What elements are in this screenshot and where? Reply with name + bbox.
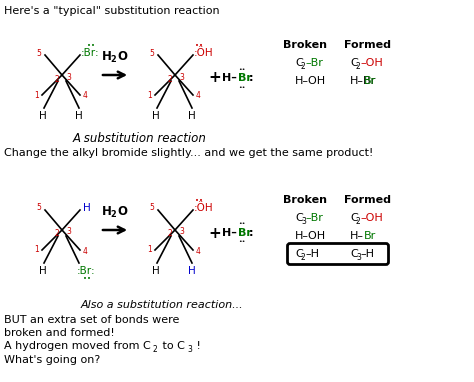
Text: broken and formed!: broken and formed! bbox=[4, 328, 115, 338]
Text: –Br: –Br bbox=[305, 213, 323, 223]
Text: C: C bbox=[350, 213, 358, 223]
Text: A substitution reaction: A substitution reaction bbox=[73, 132, 207, 145]
Text: 5: 5 bbox=[149, 49, 154, 58]
Text: ••: •• bbox=[195, 198, 203, 204]
Text: 4: 4 bbox=[196, 246, 201, 256]
Text: Here's a "typical" substitution reaction: Here's a "typical" substitution reaction bbox=[4, 6, 219, 16]
Text: C: C bbox=[350, 58, 358, 68]
Text: Formed: Formed bbox=[345, 195, 392, 205]
Text: H–: H– bbox=[222, 228, 237, 238]
Text: Br: Br bbox=[238, 73, 252, 83]
Text: –Br: –Br bbox=[305, 58, 323, 68]
Text: 5: 5 bbox=[36, 204, 41, 212]
Text: Br: Br bbox=[364, 76, 376, 86]
Text: H–Br: H–Br bbox=[350, 76, 376, 86]
Text: 3: 3 bbox=[301, 217, 306, 226]
Text: C: C bbox=[295, 213, 303, 223]
Text: $\mathbf{H_2O}$: $\mathbf{H_2O}$ bbox=[101, 50, 129, 65]
Text: 2: 2 bbox=[301, 62, 306, 71]
Text: ••: •• bbox=[83, 276, 91, 282]
Text: 3: 3 bbox=[180, 228, 184, 236]
Text: ••: •• bbox=[87, 43, 95, 49]
Text: ••: •• bbox=[238, 222, 246, 227]
Text: :: : bbox=[249, 228, 254, 238]
Text: C: C bbox=[350, 249, 358, 259]
Text: 3: 3 bbox=[356, 253, 361, 262]
Text: 2: 2 bbox=[356, 62, 361, 71]
Text: Br: Br bbox=[364, 231, 376, 241]
Text: ••: •• bbox=[238, 84, 246, 89]
Text: H: H bbox=[188, 111, 196, 121]
Text: Br: Br bbox=[238, 228, 252, 238]
Text: H–OH: H–OH bbox=[295, 76, 326, 86]
Text: 5: 5 bbox=[36, 49, 41, 58]
Text: 1: 1 bbox=[34, 91, 39, 99]
Text: H–OH: H–OH bbox=[295, 231, 326, 241]
Text: H–: H– bbox=[222, 73, 237, 83]
Text: 2: 2 bbox=[55, 74, 59, 84]
Text: Formed: Formed bbox=[345, 40, 392, 50]
Text: H–: H– bbox=[350, 231, 364, 241]
Text: 4: 4 bbox=[83, 92, 88, 100]
Text: H: H bbox=[39, 111, 47, 121]
Text: :Br:: :Br: bbox=[81, 48, 100, 58]
Text: ••: •• bbox=[238, 240, 246, 244]
Text: $\mathbf{H_2O}$: $\mathbf{H_2O}$ bbox=[101, 205, 129, 220]
Text: BUT an extra set of bonds were: BUT an extra set of bonds were bbox=[4, 315, 179, 325]
Text: 3: 3 bbox=[66, 228, 72, 236]
Text: 3: 3 bbox=[187, 345, 192, 354]
Text: :Br:: :Br: bbox=[77, 266, 96, 276]
Text: 2: 2 bbox=[55, 230, 59, 238]
FancyBboxPatch shape bbox=[288, 243, 389, 264]
Text: ••: •• bbox=[238, 66, 246, 71]
Text: :: : bbox=[249, 73, 254, 83]
Text: 4: 4 bbox=[196, 92, 201, 100]
Text: Broken: Broken bbox=[283, 195, 327, 205]
Text: –OH: –OH bbox=[360, 213, 383, 223]
Text: What's going on?: What's going on? bbox=[4, 355, 100, 365]
Text: 3: 3 bbox=[66, 73, 72, 81]
Text: H: H bbox=[188, 266, 196, 276]
Text: –H: –H bbox=[305, 249, 319, 259]
Text: 4: 4 bbox=[83, 246, 88, 256]
Text: 2: 2 bbox=[153, 345, 158, 354]
Text: 2: 2 bbox=[356, 217, 361, 226]
Text: H: H bbox=[39, 266, 47, 276]
Text: H: H bbox=[83, 203, 91, 213]
Text: ••: •• bbox=[195, 43, 203, 49]
Text: :ÖH: :ÖH bbox=[194, 48, 214, 58]
Text: C: C bbox=[295, 249, 303, 259]
Text: !: ! bbox=[193, 341, 201, 351]
Text: +: + bbox=[209, 71, 221, 86]
Text: –OH: –OH bbox=[360, 58, 383, 68]
Text: Broken: Broken bbox=[283, 40, 327, 50]
Text: 1: 1 bbox=[147, 246, 152, 254]
Text: 1: 1 bbox=[34, 246, 39, 254]
Text: Change the alkyl bromide slightly... and we get the same product!: Change the alkyl bromide slightly... and… bbox=[4, 148, 374, 158]
Text: 1: 1 bbox=[147, 91, 152, 99]
Text: H: H bbox=[75, 111, 83, 121]
Text: A hydrogen moved from C: A hydrogen moved from C bbox=[4, 341, 151, 351]
Text: Also a substitution reaction...: Also a substitution reaction... bbox=[81, 300, 243, 310]
Text: 5: 5 bbox=[149, 204, 154, 212]
Text: H: H bbox=[152, 266, 160, 276]
Text: 2: 2 bbox=[168, 230, 173, 238]
Text: H: H bbox=[152, 111, 160, 121]
Text: to C: to C bbox=[159, 341, 185, 351]
Text: –H: –H bbox=[360, 249, 374, 259]
Text: C: C bbox=[295, 58, 303, 68]
Text: 2: 2 bbox=[168, 74, 173, 84]
Text: 3: 3 bbox=[180, 73, 184, 81]
Text: 2: 2 bbox=[301, 253, 306, 262]
Text: +: + bbox=[209, 225, 221, 241]
Text: :ÖH: :ÖH bbox=[194, 203, 214, 213]
